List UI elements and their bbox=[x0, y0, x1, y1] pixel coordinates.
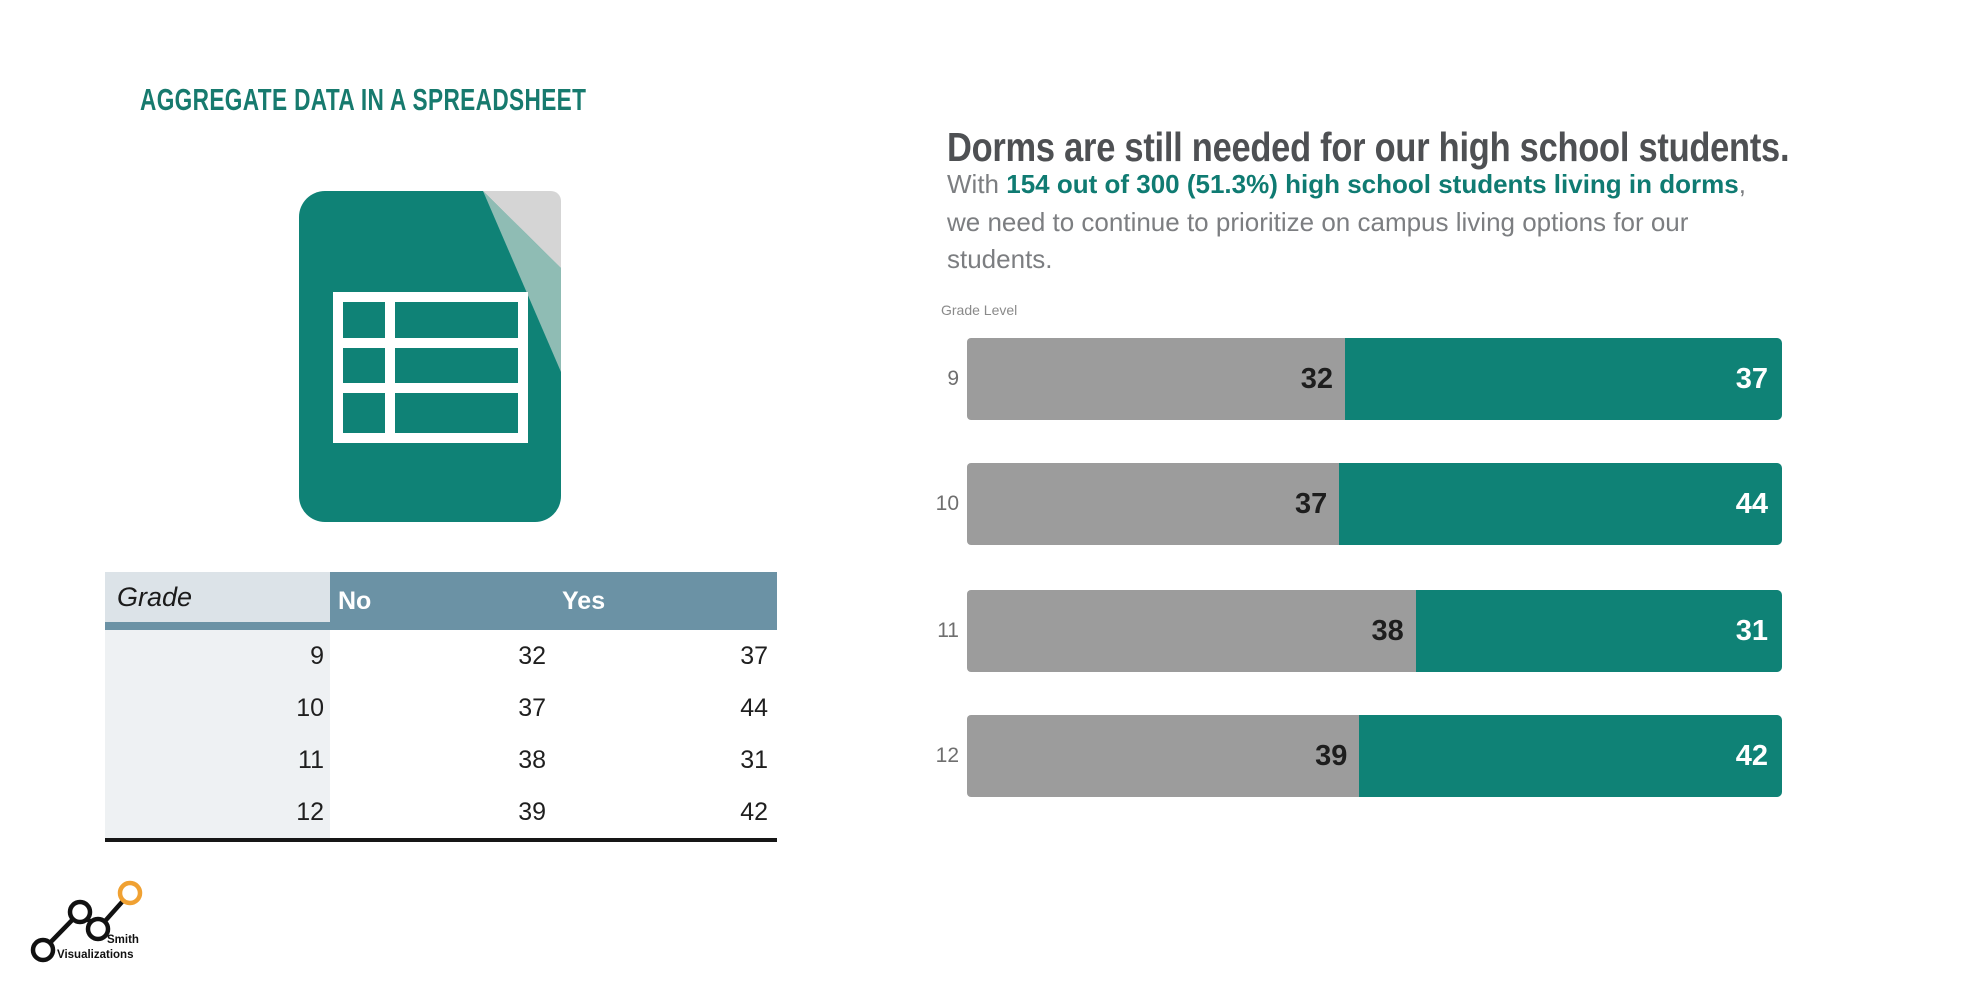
bar-value-no: 39 bbox=[1315, 739, 1348, 772]
table-row: 10 37 44 bbox=[105, 682, 777, 734]
table-header-grade: Grade bbox=[105, 572, 330, 630]
bar-segment-yes: 37 bbox=[1344, 338, 1782, 420]
cell-no: 39 bbox=[518, 797, 546, 826]
cell-grade: 10 bbox=[105, 682, 330, 734]
subtitle-highlight: 154 out of 300 (51.3%) high school stude… bbox=[1006, 169, 1739, 199]
bar-row-grade-9: 9 32 37 bbox=[925, 338, 1782, 420]
bar-segment-no: 37 bbox=[967, 463, 1340, 545]
cell-no: 37 bbox=[518, 693, 546, 722]
bar-category-label: 12 bbox=[935, 744, 959, 767]
bar-category-label: 9 bbox=[947, 367, 959, 390]
smith-visualizations-logo: Smith Visualizations bbox=[30, 880, 143, 963]
logo-accent-dot bbox=[117, 880, 143, 906]
bar-segment-no: 38 bbox=[967, 590, 1416, 672]
grade-header-label: Grade bbox=[117, 581, 193, 612]
page-title: AGGREGATE DATA IN A SPREADSHEET bbox=[140, 82, 587, 117]
table-row: 11 38 31 bbox=[105, 734, 777, 786]
bar-value-yes: 42 bbox=[1735, 739, 1768, 772]
cell-grade: 12 bbox=[105, 786, 330, 838]
bar-segment-no: 32 bbox=[967, 338, 1345, 420]
cell-yes: 31 bbox=[740, 745, 768, 774]
bar-segment-no: 39 bbox=[967, 715, 1360, 797]
bar-row-grade-10: 10 37 44 bbox=[925, 463, 1782, 545]
corner-fold-inner bbox=[483, 191, 561, 372]
cell-yes: 44 bbox=[740, 693, 768, 722]
bar-segment-yes: 42 bbox=[1359, 715, 1782, 797]
yes-header-label: Yes bbox=[562, 586, 606, 615]
logo-line-chart-icon bbox=[30, 880, 143, 963]
bar-category-label: 10 bbox=[935, 492, 959, 515]
subtitle-prefix: With bbox=[947, 169, 1007, 199]
subtitle-suffix: , we need to continue to prioritize on c… bbox=[947, 169, 1746, 274]
bar-row-grade-12: 12 39 42 bbox=[925, 715, 1782, 797]
bar-value-no: 37 bbox=[1295, 487, 1328, 520]
table-row: 9 32 37 bbox=[105, 630, 777, 682]
bar-value-yes: 31 bbox=[1735, 614, 1768, 647]
cell-no: 38 bbox=[518, 745, 546, 774]
no-header-label: No bbox=[338, 586, 372, 615]
cell-yes: 37 bbox=[740, 641, 768, 670]
logo-text-visualizations: Visualizations bbox=[57, 949, 133, 961]
bar-row-grade-11: 11 38 31 bbox=[925, 590, 1782, 672]
spreadsheet-document-icon bbox=[299, 191, 561, 522]
bar-track: 38 31 bbox=[967, 590, 1782, 672]
cell-yes: 42 bbox=[740, 797, 768, 826]
bar-track: 37 44 bbox=[967, 463, 1782, 545]
bar-segment-yes: 44 bbox=[1339, 463, 1782, 545]
chart-title: Dorms are still needed for our high scho… bbox=[947, 124, 1790, 170]
table-header-row: Grade No Yes bbox=[105, 572, 777, 630]
axis-label-grade-level: Grade Level bbox=[941, 302, 1018, 318]
spreadsheet-table: Grade No Yes 9 32 37 10 37 44 11 38 31 1… bbox=[105, 572, 777, 842]
bar-value-yes: 37 bbox=[1735, 362, 1768, 395]
bar-value-yes: 44 bbox=[1735, 487, 1768, 520]
bar-segment-yes: 31 bbox=[1415, 590, 1782, 672]
bar-value-no: 32 bbox=[1300, 362, 1333, 395]
bar-value-no: 38 bbox=[1371, 614, 1404, 647]
logo-text-smith: Smith bbox=[107, 934, 139, 946]
table-grid-icon bbox=[333, 292, 528, 443]
cell-grade: 11 bbox=[105, 734, 330, 786]
cell-no: 32 bbox=[518, 641, 546, 670]
table-row: 12 39 42 bbox=[105, 786, 777, 838]
chart-subtitle: With 154 out of 300 (51.3%) high school … bbox=[947, 166, 1759, 279]
cell-grade: 9 bbox=[105, 630, 330, 682]
bar-track: 39 42 bbox=[967, 715, 1782, 797]
bar-track: 32 37 bbox=[967, 338, 1782, 420]
bar-category-label: 11 bbox=[937, 619, 959, 642]
table-header-no-yes: No Yes bbox=[330, 572, 777, 630]
